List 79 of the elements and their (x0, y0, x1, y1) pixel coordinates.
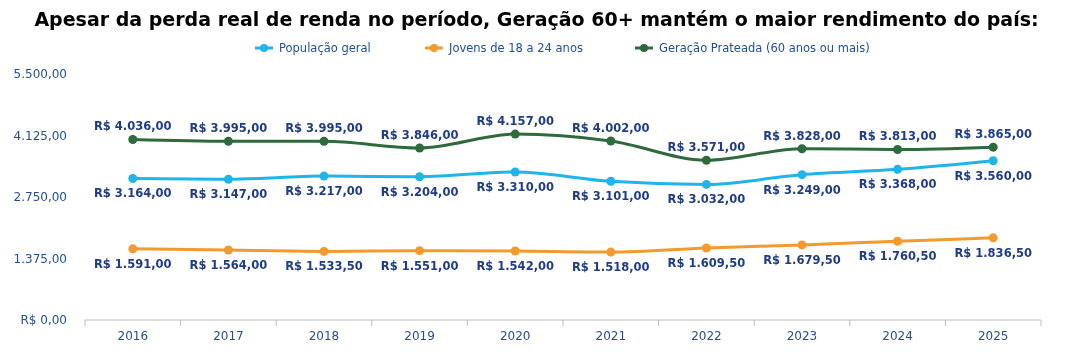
x-tick-label: 2018 (308, 329, 340, 343)
point (415, 246, 425, 256)
point (128, 134, 138, 144)
point (319, 171, 329, 181)
data-label: R$ 1.591,00 (94, 256, 172, 271)
y-tick-label: 1.375,00 (13, 251, 67, 266)
data-label: R$ 4.036,00 (94, 119, 172, 134)
data-label: R$ 1.760,50 (858, 249, 937, 264)
data-label: R$ 1.551,00 (380, 258, 459, 273)
point (319, 136, 329, 146)
data-label: R$ 3.813,00 (858, 129, 937, 144)
data-label: R$ 1.609,50 (667, 256, 746, 271)
data-label: R$ 3.204,00 (380, 184, 459, 199)
point (797, 240, 807, 250)
data-label: R$ 3.865,00 (954, 127, 1032, 142)
point (128, 244, 138, 254)
point (606, 136, 616, 146)
x-tick-label: 2021 (595, 329, 627, 343)
x-tick-label: 2022 (691, 329, 722, 343)
y-tick-label: R$ 0,00 (20, 313, 67, 327)
point (415, 172, 425, 182)
x-tick-label: 2024 (882, 329, 913, 343)
point (797, 170, 807, 180)
data-label: R$ 1.564,00 (189, 258, 268, 273)
chart-title: Apesar da perda real de renda no período, Geração 60+ mantém o maior rendimento do país: (34, 8, 1039, 30)
data-label: R$ 4.157,00 (476, 114, 554, 129)
point (510, 246, 520, 256)
data-label: R$ 3.368,00 (858, 177, 937, 192)
point (415, 143, 425, 153)
point (319, 246, 329, 256)
point (223, 136, 233, 146)
point (128, 173, 138, 183)
x-tick-label: 2019 (404, 329, 435, 343)
point (893, 144, 903, 154)
data-label: R$ 3.310,00 (476, 179, 554, 194)
x-tick-label: 2016 (117, 329, 149, 343)
point (988, 233, 998, 243)
x-tick-label: 2017 (213, 329, 244, 343)
data-label: R$ 1.533,50 (285, 259, 363, 274)
x-tick-label: 2020 (499, 329, 531, 343)
y-tick-label: 4.125,00 (13, 128, 67, 143)
data-label: R$ 3.032,00 (667, 192, 746, 207)
data-label: R$ 1.836,50 (954, 245, 1032, 260)
point (701, 243, 711, 253)
y-tick-label: 2.750,00 (13, 190, 67, 204)
data-label: R$ 1.679,50 (763, 252, 841, 267)
data-label: R$ 3.101,00 (572, 189, 650, 204)
data-label: R$ 3.828,00 (763, 128, 841, 143)
data-label: R$ 3.217,00 (285, 184, 363, 199)
data-label: R$ 3.147,00 (189, 187, 268, 202)
data-label: R$ 3.995,00 (285, 121, 363, 136)
point (606, 176, 616, 186)
legend-label: Geração Prateada (60 anos ou mais) (659, 41, 870, 55)
data-label: R$ 3.560,00 (954, 168, 1032, 183)
data-label: R$ 3.995,00 (189, 121, 268, 136)
data-label: R$ 4.002,00 (572, 121, 650, 135)
point (510, 167, 520, 177)
data-label: R$ 1.542,00 (476, 259, 554, 274)
point (223, 174, 233, 184)
data-label: R$ 3.249,00 (763, 182, 841, 197)
point (606, 247, 616, 257)
legend-label: População geral (279, 41, 371, 55)
point (893, 236, 903, 246)
point (988, 156, 998, 166)
data-label: R$ 3.571,00 (667, 140, 746, 155)
point (797, 144, 807, 154)
data-label: R$ 3.164,00 (94, 186, 172, 201)
data-label: R$ 3.846,00 (380, 127, 459, 142)
legend-label: Jovens de 18 a 24 anos (448, 41, 583, 55)
data-label: R$ 1.518,00 (572, 260, 650, 275)
x-tick-label: 2023 (786, 329, 818, 343)
y-tick-label: 5.500,00 (13, 67, 67, 81)
point (701, 179, 711, 189)
point (510, 129, 520, 139)
point (893, 164, 903, 174)
x-tick-label: 2025 (977, 329, 1009, 343)
point (988, 142, 998, 152)
point (223, 245, 233, 255)
point (701, 155, 711, 165)
